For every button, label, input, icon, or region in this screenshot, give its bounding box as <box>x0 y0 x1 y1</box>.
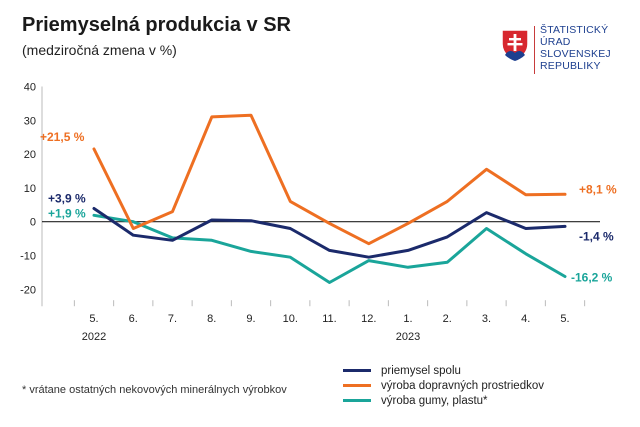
x-tick-label: 9. <box>246 313 255 325</box>
legend-item-transport: výroba dopravných prostriedkov <box>343 378 544 393</box>
legend-swatch-navy <box>343 369 371 372</box>
chart-title: Priemyselná produkcia v SR <box>22 14 292 36</box>
x-tick-label: 10. <box>283 313 298 325</box>
legend-label: priemysel spolu <box>381 364 461 377</box>
legend-label: výroba gumy, plastu* <box>381 394 488 407</box>
legend-swatch-orange <box>343 384 371 387</box>
data-label-start: +1,9 % <box>48 206 86 220</box>
statistical-office-logo: ŠTATISTICKÝ ÚRAD SLOVENSKEJ REPUBLIKY <box>500 24 630 76</box>
x-tick-label: 5. <box>89 313 98 325</box>
legend-item-total: priemysel spolu <box>343 363 544 378</box>
logo-divider <box>534 26 535 74</box>
series-line <box>92 113 567 246</box>
y-tick-label: -20 <box>20 284 36 296</box>
legend-swatch-teal <box>343 399 371 402</box>
legend-item-rubber-plastic: výroba gumy, plastu* <box>343 393 544 408</box>
x-year-label: 2022 <box>82 331 106 343</box>
data-label-end: -16,2 % <box>571 270 613 284</box>
x-tick-label: 7. <box>168 313 177 325</box>
data-label-start: +3,9 % <box>48 192 86 206</box>
x-tick-label: 1. <box>403 313 412 325</box>
chart-legend: priemysel spolu výroba dopravných prostr… <box>343 363 544 408</box>
x-tick-label: 6. <box>129 313 138 325</box>
x-tick-label: 8. <box>207 313 216 325</box>
x-tick-label: 11. <box>322 313 336 325</box>
y-tick-label: -10 <box>20 251 36 263</box>
series-line <box>92 213 567 284</box>
x-year-label: 2023 <box>396 331 420 343</box>
logo-line: ÚRAD <box>540 36 571 48</box>
x-tick-label: 12. <box>361 313 376 325</box>
y-tick-label: 30 <box>24 115 36 127</box>
footnote: * vrátane ostatných nekovových minerálny… <box>22 384 287 396</box>
series-line <box>92 207 567 259</box>
x-tick-label: 3. <box>482 313 491 325</box>
y-tick-label: 0 <box>30 217 36 229</box>
data-label-end: -1,4 % <box>579 229 614 243</box>
data-label-end: +8,1 % <box>579 182 617 196</box>
legend-label: výroba dopravných prostriedkov <box>381 379 544 392</box>
logo-text: ŠTATISTICKÝ ÚRAD SLOVENSKEJ REPUBLIKY <box>540 24 611 72</box>
chart-subtitle: (medziročná zmena v %) <box>22 42 177 58</box>
y-tick-label: 20 <box>24 149 36 161</box>
logo-line: ŠTATISTICKÝ <box>540 24 609 36</box>
y-tick-label: 40 <box>24 82 36 94</box>
logo-line: REPUBLIKY <box>540 60 601 72</box>
x-tick-label: 5. <box>560 313 569 325</box>
x-tick-label: 4. <box>521 313 530 325</box>
y-tick-label: 10 <box>24 183 36 195</box>
x-tick-label: 2. <box>443 313 452 325</box>
slovak-coat-of-arms-icon <box>501 29 529 62</box>
data-label-start: +21,5 % <box>40 130 85 144</box>
logo-line: SLOVENSKEJ <box>540 48 611 60</box>
